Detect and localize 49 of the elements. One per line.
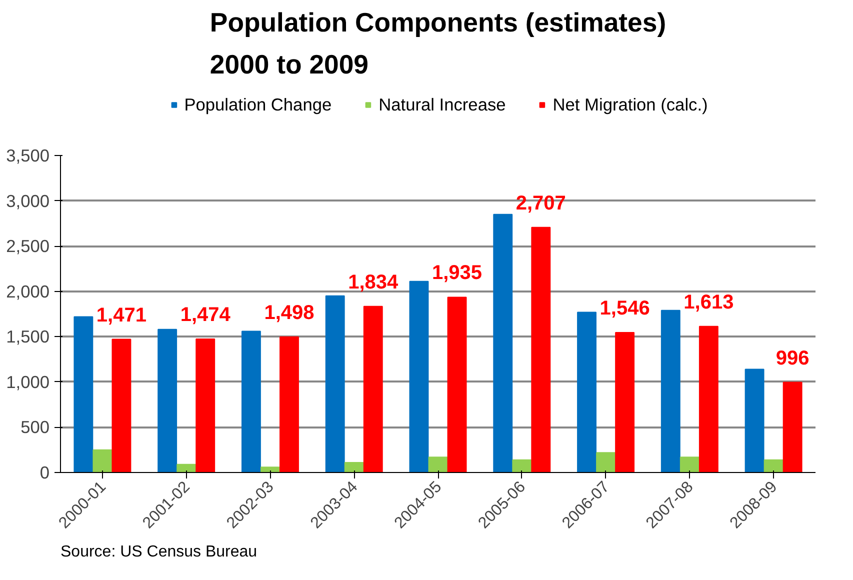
bar — [782, 382, 802, 472]
bar — [112, 338, 132, 472]
data-label: 1,546 — [600, 297, 650, 320]
bar — [280, 336, 299, 472]
bar — [409, 280, 429, 472]
data-label: 996 — [776, 347, 810, 370]
bar — [196, 338, 216, 472]
y-tick-label: 2,500 — [6, 236, 50, 256]
data-label: 2,707 — [516, 192, 566, 214]
bar — [158, 328, 178, 472]
y-tick-label: 1,000 — [6, 372, 50, 392]
y-tick-label: 3,500 — [6, 146, 50, 166]
legend-label: Population Change — [184, 94, 332, 115]
legend-label: Net Migration (calc.) — [552, 94, 708, 115]
data-label: 1,935 — [432, 262, 482, 284]
y-tick-label: 3,000 — [6, 190, 50, 211]
data-label: 1,474 — [180, 304, 232, 326]
bar — [176, 464, 196, 472]
bar — [698, 326, 718, 472]
bar — [428, 456, 448, 472]
bar — [512, 459, 532, 472]
data-label: 1,834 — [348, 271, 400, 294]
y-tick-label: 2,000 — [6, 281, 50, 302]
bar — [241, 330, 261, 472]
bar — [74, 316, 94, 472]
bar — [493, 214, 513, 472]
data-label: 1,498 — [264, 302, 314, 324]
bar — [260, 466, 280, 472]
bar — [363, 306, 383, 472]
bar — [744, 368, 764, 472]
bar — [764, 459, 784, 472]
y-tick-label: 500 — [20, 417, 50, 438]
bar — [447, 296, 467, 472]
bar — [344, 462, 364, 472]
bar — [596, 452, 616, 472]
bar — [660, 310, 680, 472]
bar — [680, 456, 700, 472]
y-tick-label: 0 — [40, 462, 50, 482]
bar — [577, 312, 596, 472]
chart-title: Population Components (estimates) 2000 to 2009 — [210, 8, 666, 80]
source-note: Source: US Census Bureau — [60, 544, 258, 560]
bar — [531, 226, 551, 472]
legend-label: Natural Increase — [378, 94, 506, 115]
y-tick-label: 1,500 — [6, 326, 50, 347]
bar — [325, 295, 345, 472]
data-label: 1,471 — [96, 304, 146, 326]
bar — [615, 332, 635, 472]
data-label: 1,613 — [684, 291, 734, 314]
bar — [92, 449, 112, 472]
